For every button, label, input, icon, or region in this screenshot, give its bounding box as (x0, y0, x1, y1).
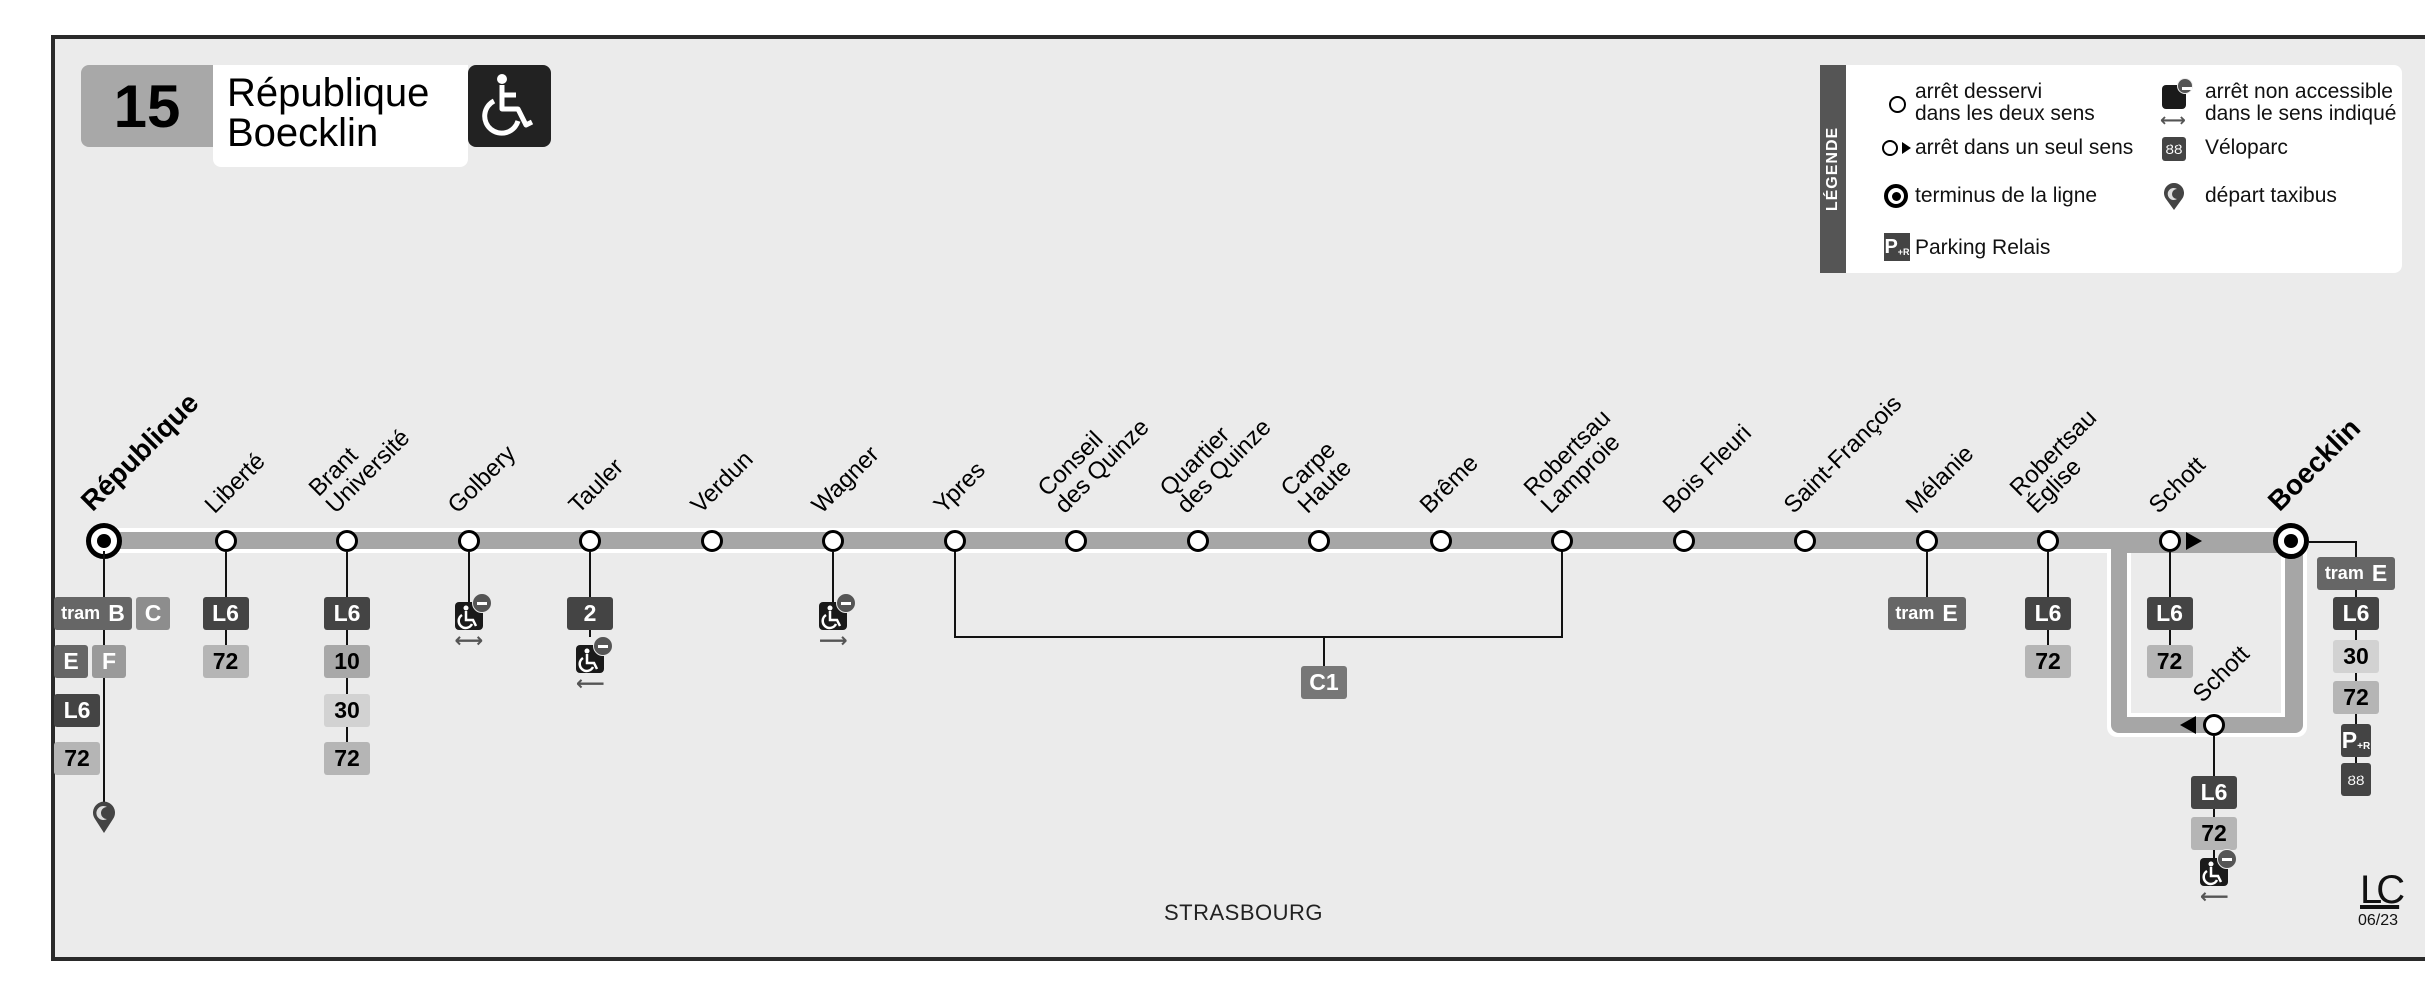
two-way-arrow-icon: ⟷ (454, 630, 484, 652)
c1-bracket-right (1561, 548, 1563, 637)
c1-bracket (954, 636, 1563, 638)
legend-title-bar: LÉGENDE (1820, 65, 1846, 273)
connector-line (2213, 735, 2215, 885)
not-accessible-icon (576, 636, 613, 673)
legend-title: LÉGENDE (1824, 126, 1841, 212)
not-accessible-icon (819, 593, 856, 630)
two-way-arrow-icon: ⟷ (2160, 110, 2186, 130)
c1-connector (1323, 636, 1325, 666)
stop-marker[interactable] (336, 530, 358, 552)
route-badge-tram-e[interactable]: tram E (1887, 597, 1966, 630)
route-badge-tram-e[interactable]: tram E (2317, 557, 2395, 590)
route-badge-72[interactable]: 72 (2333, 681, 2379, 714)
stop-marker[interactable] (1551, 530, 1573, 552)
connector-line (103, 551, 105, 812)
edition-date: 06/23 (2358, 912, 2399, 929)
line-title: République Boecklin (213, 65, 468, 167)
legend-item-park-and-ride: Parking Relais (1915, 236, 2051, 259)
route-badge-l6[interactable]: L6 (2191, 776, 2237, 809)
stop-marker[interactable] (1794, 530, 1816, 552)
route-badge-30[interactable]: 30 (2333, 640, 2379, 673)
route-badge-l6[interactable]: L6 (2146, 597, 2193, 630)
route-badge-f[interactable]: F (92, 645, 126, 678)
stop-marker[interactable] (1429, 530, 1452, 552)
bike-parking-icon[interactable]: ȢȢ (2341, 763, 2371, 796)
stop-marker[interactable] (700, 530, 723, 552)
legend-item-bike-parking: Véloparc (2205, 136, 2288, 159)
connector-line (832, 551, 834, 611)
taxibus-icon (92, 800, 116, 834)
route-badge-72[interactable]: 72 (2025, 645, 2071, 678)
bike-parking-icon: ȢȢ (2162, 137, 2186, 161)
terminus-stop[interactable] (2273, 523, 2309, 559)
connector-line (467, 551, 470, 611)
connector-line (589, 551, 591, 637)
arrow-left-icon: ⟵ (2200, 886, 2229, 908)
route-badge-72[interactable]: 72 (54, 742, 100, 775)
bus-badge-c1[interactable]: C1 (1301, 666, 1347, 699)
taxibus-icon (2163, 183, 2185, 211)
one-way-stop-icon (1878, 137, 1914, 159)
stop-marker[interactable] (2203, 714, 2225, 736)
stop-marker[interactable] (943, 530, 966, 552)
not-accessible-icon (2162, 78, 2193, 109)
not-accessible-icon (454, 593, 492, 630)
not-accessible-icon (2200, 849, 2237, 886)
legend-item-one-way: arrêt dans un seul sens (1915, 136, 2134, 159)
route-badge-72[interactable]: 72 (324, 742, 370, 775)
stop-marker[interactable] (1672, 530, 1695, 552)
stop-circle-icon (1886, 93, 1908, 115)
route-badge-l6[interactable]: L6 (54, 694, 100, 727)
direction-arrow-left-icon (2180, 716, 2196, 734)
stop-marker[interactable] (822, 530, 844, 552)
route-badge-e[interactable]: E (54, 645, 88, 678)
stop-marker[interactable] (1186, 530, 1209, 552)
route-badge-l6[interactable]: L6 (2025, 597, 2071, 630)
legend-item-two-way: arrêt desservi dans les deux sens (1915, 80, 2095, 125)
loop-interior (2131, 553, 2281, 713)
arrow-right-icon: ⟶ (819, 630, 848, 652)
stop-marker[interactable] (1915, 530, 1938, 552)
direction-arrow-right-icon (2185, 532, 2202, 550)
terminus-icon (1883, 183, 1909, 209)
stop-marker[interactable] (214, 530, 237, 552)
route-badge-tram-b[interactable]: tram B (54, 597, 132, 630)
line-number-badge: 15 (81, 65, 213, 147)
city-label: STRASBOURG (1164, 900, 1324, 925)
legend-item-terminus: terminus de la ligne (1915, 184, 2098, 207)
connector-line (1925, 551, 1928, 617)
stop-marker[interactable] (579, 530, 601, 552)
connector-line (2309, 541, 2356, 543)
stop-marker[interactable] (2158, 530, 2181, 552)
park-and-ride-icon: P +R (1884, 233, 1910, 261)
operator-logo: LC (2360, 868, 2405, 912)
c1-bracket-left (954, 548, 956, 637)
route-badge-2[interactable]: 2 (567, 597, 613, 630)
wheelchair-icon (468, 65, 551, 147)
park-and-ride-icon[interactable]: P +R (2341, 724, 2371, 757)
route-badge-l6[interactable]: L6 (202, 597, 249, 630)
line-title-destination: Boecklin (227, 111, 379, 155)
stop-marker[interactable] (457, 530, 480, 552)
stop-marker[interactable] (2037, 530, 2059, 552)
legend-item-not-accessible: arrêt non accessible dans le sens indiqué (2205, 80, 2397, 125)
route-badge-l6[interactable]: L6 (2333, 597, 2379, 630)
legend: LÉGENDE arrêt desservi dans les deux sens… (1820, 65, 2402, 273)
route-badge-l6[interactable]: L6 (324, 597, 370, 630)
route-badge-30[interactable]: 30 (324, 694, 370, 727)
stop-marker[interactable] (1065, 530, 1087, 552)
route-badge-72[interactable]: 72 (202, 645, 249, 678)
line-title-origin: République (227, 71, 430, 115)
route-badge-72[interactable]: 72 (2146, 645, 2193, 678)
route-badge-72[interactable]: 72 (2191, 817, 2237, 850)
stop-marker[interactable] (1308, 530, 1330, 552)
legend-item-taxibus: départ taxibus (2205, 184, 2337, 207)
route-badge-10[interactable]: 10 (324, 645, 370, 678)
route-badge-c[interactable]: C (136, 597, 170, 630)
arrow-left-icon: ⟵ (576, 673, 605, 695)
